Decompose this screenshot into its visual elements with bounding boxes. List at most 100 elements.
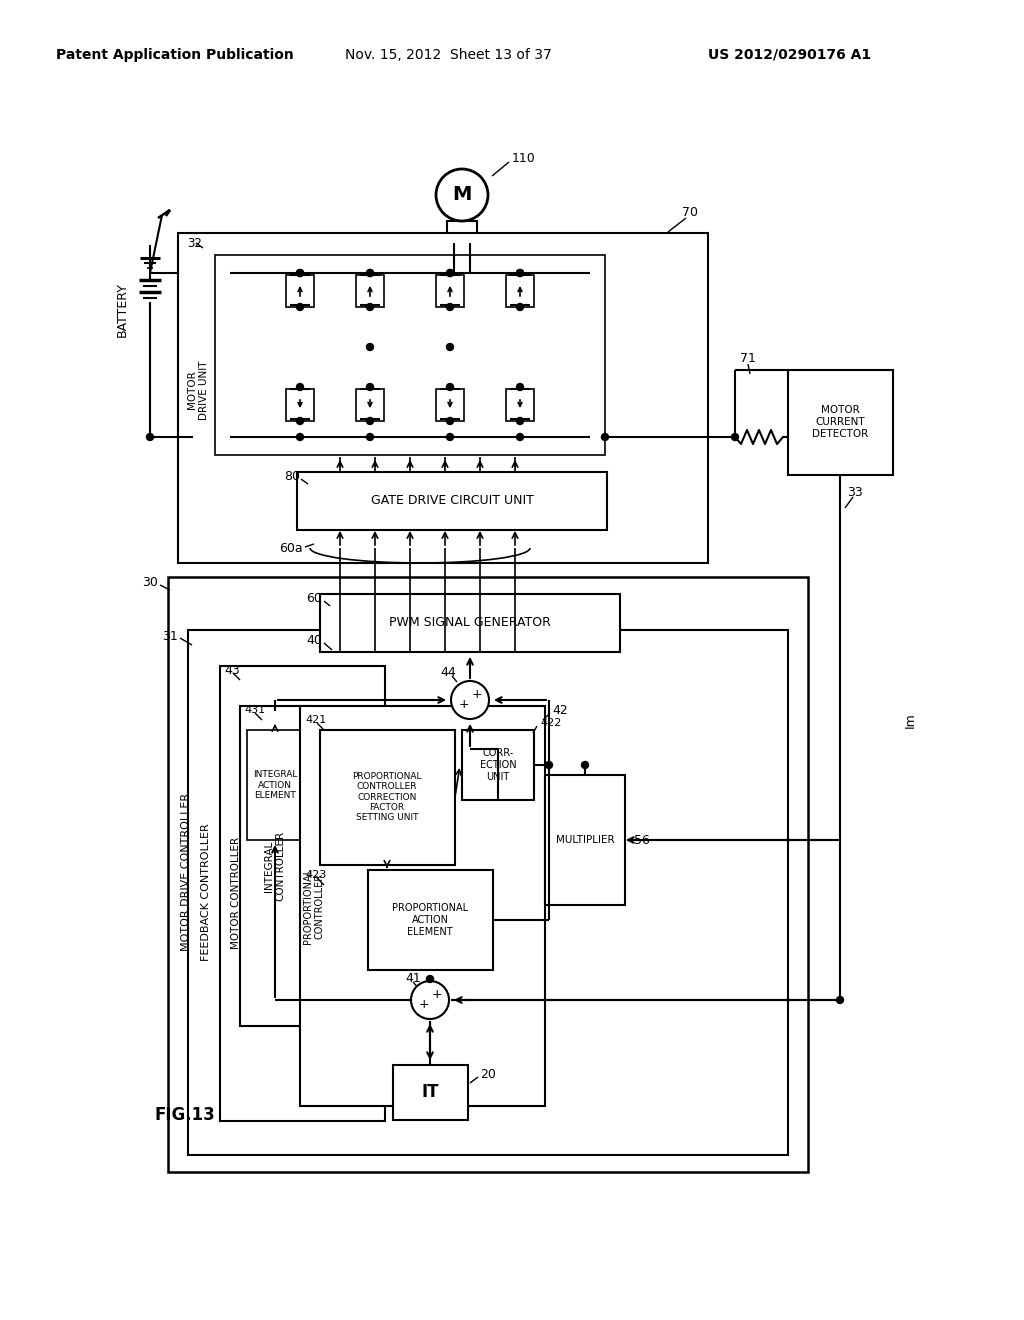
Circle shape [297, 384, 303, 391]
Circle shape [446, 343, 454, 351]
Circle shape [297, 269, 303, 276]
Text: 422: 422 [540, 718, 561, 729]
Text: GATE DRIVE CIRCUIT UNIT: GATE DRIVE CIRCUIT UNIT [371, 495, 534, 507]
Text: 42: 42 [552, 704, 567, 717]
Circle shape [446, 417, 454, 425]
Circle shape [546, 762, 553, 768]
Bar [178, 234, 708, 564]
Bar [286, 389, 314, 421]
Text: PROPORTIONAL
ACTION
ELEMENT: PROPORTIONAL ACTION ELEMENT [392, 903, 468, 937]
Bar [462, 730, 534, 800]
Bar [286, 275, 314, 308]
Text: BATTERY: BATTERY [116, 282, 128, 338]
Text: MOTOR CONTROLLER: MOTOR CONTROLLER [231, 837, 241, 949]
Circle shape [427, 975, 433, 982]
Bar [297, 473, 607, 531]
Bar [368, 870, 493, 970]
Text: 80: 80 [284, 470, 300, 483]
Text: +: + [472, 688, 482, 701]
Circle shape [367, 433, 374, 441]
Bar [393, 1065, 468, 1119]
Circle shape [367, 343, 374, 351]
Circle shape [367, 417, 374, 425]
Text: PROPORTIONAL
CONTROLLER: PROPORTIONAL CONTROLLER [303, 869, 325, 944]
Circle shape [837, 997, 844, 1003]
Circle shape [516, 269, 523, 276]
Circle shape [446, 269, 454, 276]
Text: +: + [432, 987, 442, 1001]
Circle shape [367, 269, 374, 276]
Text: FIG.13: FIG.13 [155, 1106, 216, 1125]
Circle shape [297, 433, 303, 441]
Bar [788, 370, 893, 475]
Text: INTEGRAL
CONTROLLER: INTEGRAL CONTROLLER [264, 830, 286, 902]
Circle shape [297, 269, 303, 276]
Text: 71: 71 [740, 351, 756, 364]
Text: MOTOR DRIVE CONTROLLER: MOTOR DRIVE CONTROLLER [181, 793, 191, 952]
Text: US 2012/0290176 A1: US 2012/0290176 A1 [709, 48, 871, 62]
Bar [436, 389, 464, 421]
Bar [506, 389, 534, 421]
Text: 44: 44 [440, 665, 456, 678]
Bar [506, 275, 534, 308]
Text: 31: 31 [162, 630, 178, 643]
Circle shape [451, 681, 489, 719]
Circle shape [146, 433, 154, 441]
Circle shape [367, 384, 374, 391]
Bar [545, 775, 625, 906]
Circle shape [582, 762, 589, 768]
Text: 30: 30 [142, 576, 158, 589]
Text: 60: 60 [306, 591, 322, 605]
Text: Im: Im [903, 711, 916, 727]
Circle shape [601, 433, 608, 441]
Circle shape [731, 433, 738, 441]
Circle shape [446, 384, 454, 391]
Bar [319, 730, 455, 865]
Text: 431: 431 [244, 705, 265, 715]
Bar [319, 594, 620, 652]
Bar [220, 667, 385, 1121]
Text: 56: 56 [634, 833, 650, 846]
Circle shape [516, 304, 523, 310]
Bar [356, 275, 384, 308]
Text: +: + [459, 698, 469, 711]
Text: Nov. 15, 2012  Sheet 13 of 37: Nov. 15, 2012 Sheet 13 of 37 [345, 48, 551, 62]
Circle shape [297, 304, 303, 310]
Text: 423: 423 [305, 870, 327, 880]
Text: 60a: 60a [280, 541, 303, 554]
Circle shape [367, 269, 374, 276]
Circle shape [446, 304, 454, 310]
Text: 33: 33 [847, 486, 863, 499]
Text: INTEGRAL
ACTION
ELEMENT: INTEGRAL ACTION ELEMENT [253, 770, 297, 800]
Bar [168, 577, 808, 1172]
Text: CORR-
ECTION
UNIT: CORR- ECTION UNIT [479, 748, 516, 781]
Text: PROPORTIONAL
CONTROLLER
CORRECTION
FACTOR
SETTING UNIT: PROPORTIONAL CONTROLLER CORRECTION FACTO… [352, 772, 422, 822]
Text: 70: 70 [682, 206, 698, 219]
Text: 32: 32 [187, 238, 202, 249]
Circle shape [516, 384, 523, 391]
Bar [447, 220, 477, 243]
Text: FEEDBACK CONTROLLER: FEEDBACK CONTROLLER [201, 824, 211, 961]
Bar [436, 275, 464, 308]
Circle shape [516, 433, 523, 441]
Circle shape [516, 269, 523, 276]
Text: PWM SIGNAL GENERATOR: PWM SIGNAL GENERATOR [389, 616, 551, 630]
Text: 40: 40 [306, 634, 322, 647]
Text: MULTIPLIER: MULTIPLIER [556, 836, 614, 845]
Text: 43: 43 [224, 664, 240, 676]
Bar [240, 706, 310, 1026]
Circle shape [367, 304, 374, 310]
Text: 421: 421 [305, 715, 327, 725]
Circle shape [446, 269, 454, 276]
Text: 20: 20 [480, 1068, 496, 1081]
Bar [356, 389, 384, 421]
Circle shape [411, 981, 449, 1019]
Text: MOTOR
CURRENT
DETECTOR: MOTOR CURRENT DETECTOR [812, 405, 868, 438]
Bar [188, 630, 788, 1155]
Bar [215, 255, 605, 455]
Text: MOTOR
DRIVE UNIT: MOTOR DRIVE UNIT [187, 360, 209, 420]
Text: 110: 110 [512, 152, 536, 165]
Bar [300, 706, 545, 1106]
Circle shape [297, 417, 303, 425]
Circle shape [516, 417, 523, 425]
